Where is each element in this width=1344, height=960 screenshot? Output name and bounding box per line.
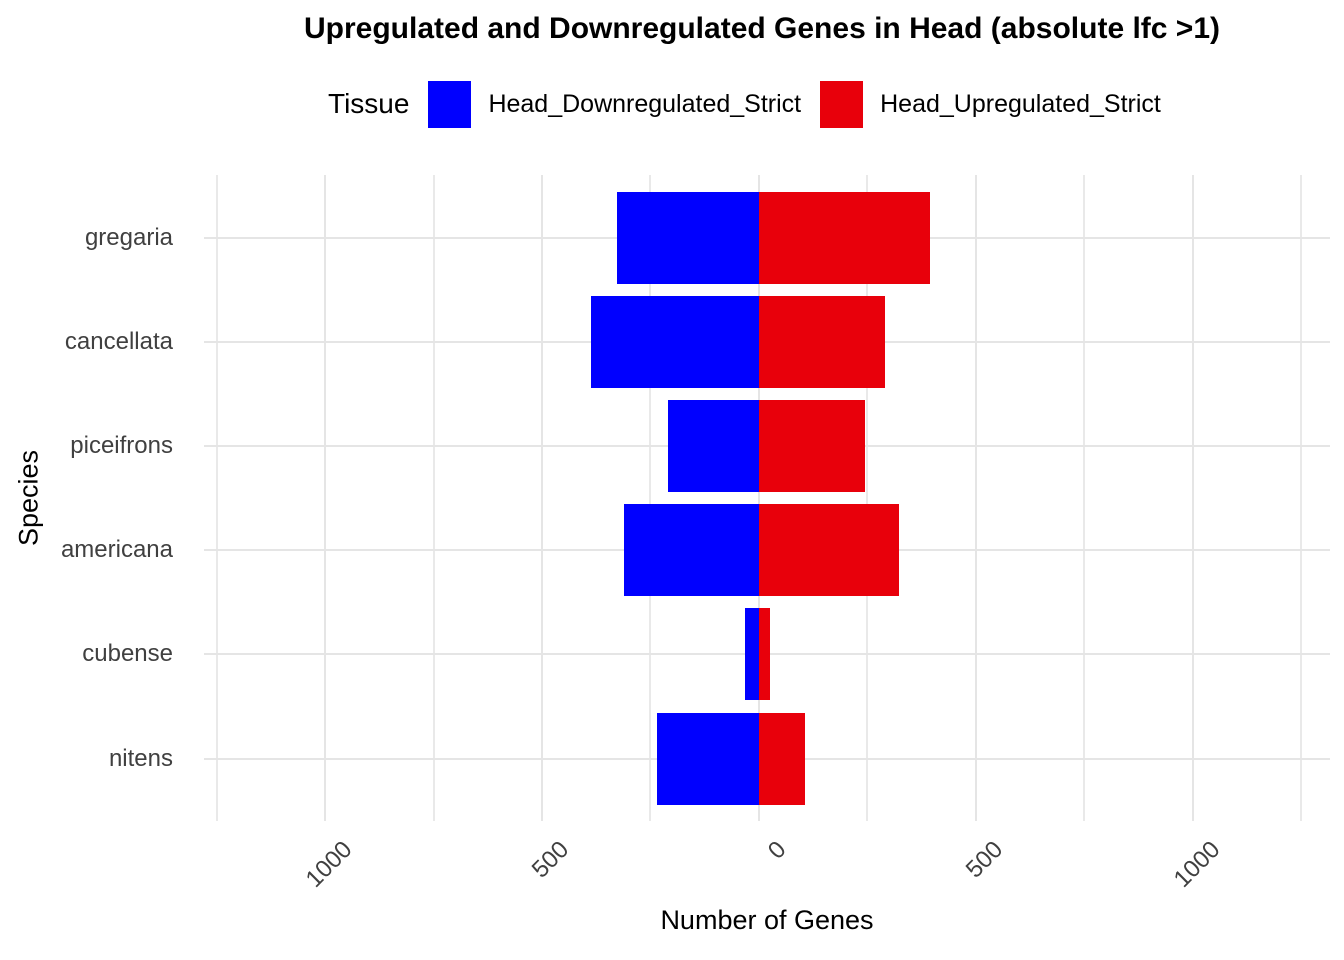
x-axis-title: Number of Genes — [660, 905, 874, 935]
legend-label: Head_Downregulated_Strict — [488, 89, 802, 118]
x-minor-gridline--750 — [432, 175, 435, 821]
x-tick-label-1000: 1000 — [1168, 836, 1225, 893]
plot-panel — [204, 175, 1330, 821]
bar-upregulated-nitens — [758, 712, 805, 805]
bar-downregulated-americana — [623, 504, 759, 597]
chart-title: Upregulated and Downregulated Genes in H… — [304, 12, 1220, 45]
bar-upregulated-cancellata — [758, 295, 885, 388]
x-major-gridline--500 — [541, 175, 544, 821]
legend-label: Head_Upregulated_Strict — [880, 89, 1161, 118]
y-category-label-cubense: cubense — [82, 640, 173, 668]
bar-downregulated-cubense — [745, 608, 759, 701]
legend-item-Head_Upregulated_Strict: Head_Upregulated_Strict — [820, 80, 1161, 128]
x-major-gridline-500 — [974, 175, 977, 821]
x-major-gridline--1000 — [324, 175, 327, 821]
bar-downregulated-cancellata — [591, 295, 759, 388]
y-category-label-gregaria: gregaria — [84, 223, 173, 251]
bar-downregulated-nitens — [657, 712, 759, 805]
bar-upregulated-gregaria — [758, 191, 931, 284]
bar-upregulated-americana — [758, 504, 899, 597]
x-major-gridline-1000 — [1191, 175, 1194, 821]
x-tick-label-0: 0 — [762, 836, 792, 865]
legend-swatch-red — [820, 80, 864, 128]
legend-item-Head_Downregulated_Strict: Head_Downregulated_Strict — [428, 80, 802, 128]
legend-title: Tissue — [328, 88, 410, 119]
x-minor-gridline-1250 — [1300, 175, 1303, 821]
y-axis-title: Species — [13, 449, 44, 547]
y-category-label-cancellata: cancellata — [64, 327, 173, 355]
x-tick-label--500: 500 — [526, 836, 575, 884]
bar-upregulated-cubense — [758, 608, 770, 701]
x-minor-gridline--1250 — [215, 175, 218, 821]
y-category-label-nitens: nitens — [108, 744, 173, 772]
y-category-label-piceifrons: piceifrons — [70, 431, 173, 459]
x-major-gridline-0 — [757, 175, 760, 821]
x-tick-label--1000: 1000 — [300, 836, 358, 893]
legend: Tissue Head_Downregulated_Strict Head_Upr… — [328, 76, 1161, 132]
x-minor-gridline-750 — [1083, 175, 1086, 821]
y-category-label-americana: americana — [60, 536, 173, 564]
x-minor-gridline--250 — [649, 175, 652, 821]
x-minor-gridline-250 — [866, 175, 869, 821]
legend-swatch-blue — [428, 80, 472, 128]
bar-upregulated-piceifrons — [758, 399, 865, 492]
x-tick-label-500: 500 — [960, 836, 1009, 884]
bar-downregulated-piceifrons — [668, 399, 759, 492]
bar-downregulated-gregaria — [616, 191, 759, 284]
